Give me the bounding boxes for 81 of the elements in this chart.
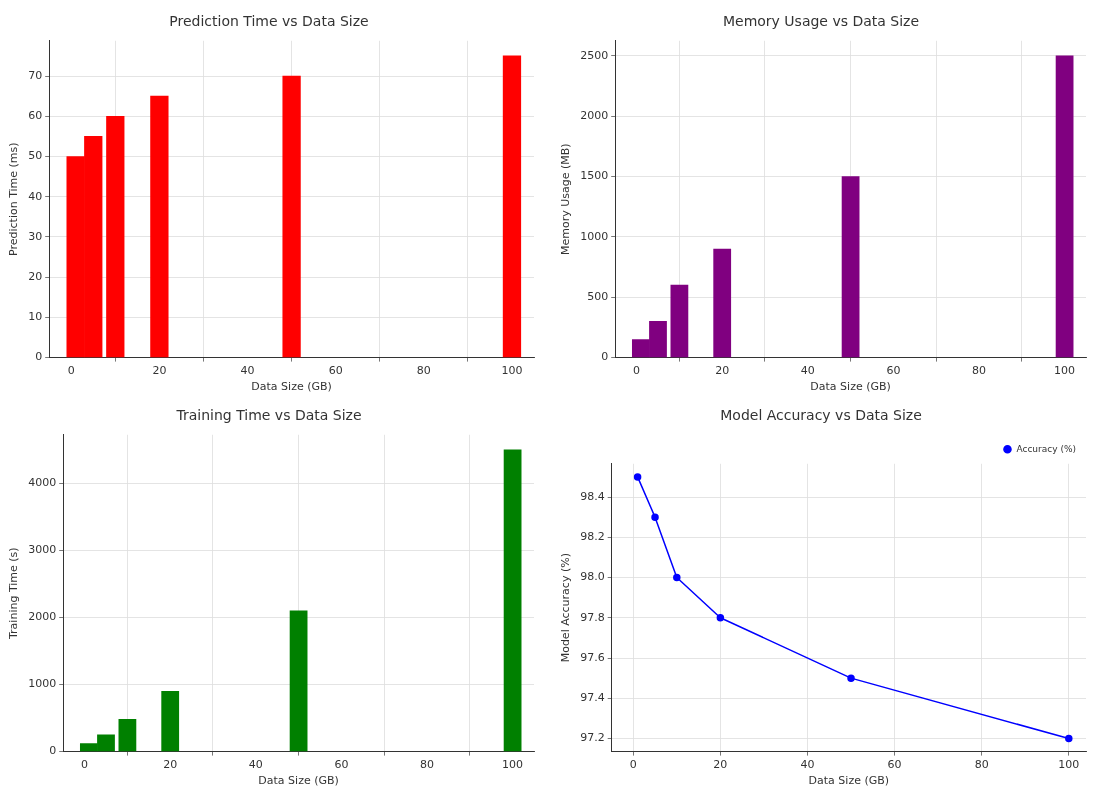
y-tick-label: 98.2	[580, 530, 605, 544]
x-tick-label: 60	[328, 364, 343, 378]
y-tick-label: 70	[28, 68, 43, 82]
x-tick-label: 60	[886, 364, 901, 378]
x-tick-label: 80	[416, 364, 431, 378]
x-tick-label: 0	[633, 364, 641, 378]
bar	[106, 115, 125, 358]
y-axis-title: Model Accuracy (%)	[559, 553, 573, 663]
chart-title: Prediction Time vs Data Size	[169, 13, 369, 30]
y-tick-label: 1000	[580, 229, 609, 243]
y-axis-title: Training Time (s)	[7, 547, 21, 641]
x-tick-label: 80	[420, 758, 434, 772]
x-axis-title: Data Size (GB)	[258, 774, 339, 788]
x-tick-label: 40	[248, 758, 263, 772]
y-tick-label: 40	[28, 189, 43, 203]
x-axis-title: Data Size (GB)	[808, 774, 890, 788]
point	[651, 513, 659, 521]
bar	[841, 176, 860, 358]
y-tick-label: 0	[601, 350, 609, 364]
point	[847, 674, 855, 682]
y-tick-label: 2000	[580, 109, 609, 123]
y-tick-label: 98.4	[580, 489, 605, 503]
x-axis-title: Data Size (GB)	[810, 380, 891, 394]
y-axis-title: Prediction Time (ms)	[7, 142, 21, 256]
x-tick-label: 60	[334, 758, 349, 772]
x-tick-label: 80	[972, 364, 986, 378]
x-tick-label: 40	[240, 364, 255, 378]
bar	[118, 719, 137, 752]
bar	[502, 55, 522, 358]
y-tick-label: 97.2	[580, 731, 605, 745]
point	[673, 573, 681, 582]
bar	[282, 75, 301, 358]
y-tick-label: 60	[28, 109, 43, 123]
y-tick-label: 0	[35, 350, 43, 364]
y-tick-label: 4000	[28, 476, 57, 490]
x-tick-label: 20	[163, 758, 178, 772]
y-tick-label: 10	[28, 310, 43, 324]
y-tick-label: 1500	[580, 169, 609, 183]
bar	[713, 248, 732, 358]
x-axis-title: Data Size (GB)	[251, 380, 332, 394]
chart-title: Training Time vs Data Size	[175, 407, 362, 424]
y-tick-label: 97.6	[580, 650, 605, 664]
y-tick-label: 0	[49, 744, 57, 758]
x-tick-label: 100	[501, 364, 523, 378]
x-tick-label: 40	[800, 758, 815, 772]
y-tick-label: 3000	[28, 543, 57, 557]
y-tick-label: 2000	[28, 610, 57, 624]
x-tick-label: 100	[502, 758, 524, 772]
x-tick-label: 0	[67, 364, 75, 378]
y-tick-label: 30	[28, 229, 43, 243]
point	[633, 473, 642, 481]
point	[716, 614, 725, 622]
bar	[1055, 55, 1074, 358]
bar	[150, 95, 169, 358]
x-tick-label: 20	[713, 758, 728, 772]
bar	[289, 610, 308, 752]
chart-title: Model Accuracy vs Data Size	[720, 407, 922, 424]
y-tick-label: 2500	[580, 48, 609, 62]
y-tick-label: 50	[28, 149, 43, 163]
x-tick-label: 100	[1058, 758, 1080, 772]
x-tick-label: 100	[1054, 364, 1076, 378]
bar	[503, 449, 522, 752]
y-tick-label: 97.8	[580, 610, 605, 624]
x-tick-label: 20	[715, 364, 730, 378]
bar	[161, 690, 180, 752]
chart-title: Memory Usage vs Data Size	[722, 13, 920, 30]
bar	[670, 284, 689, 358]
y-tick-label: 20	[28, 270, 43, 283]
legend-label: Accuracy (%)	[1016, 443, 1077, 454]
y-tick-label: 97.4	[580, 691, 605, 705]
x-tick-label: 80	[974, 758, 989, 772]
point	[1065, 734, 1073, 743]
y-tick-label: 98.0	[580, 570, 605, 584]
x-tick-label: 0	[81, 758, 89, 772]
x-tick-label: 60	[887, 758, 902, 772]
y-tick-label: 500	[587, 290, 609, 304]
y-axis-title: Memory Usage (MB)	[559, 143, 573, 256]
x-tick-label: 40	[800, 364, 815, 378]
x-tick-label: 0	[629, 758, 637, 772]
x-tick-label: 20	[152, 364, 167, 378]
y-tick-label: 1000	[28, 677, 57, 691]
